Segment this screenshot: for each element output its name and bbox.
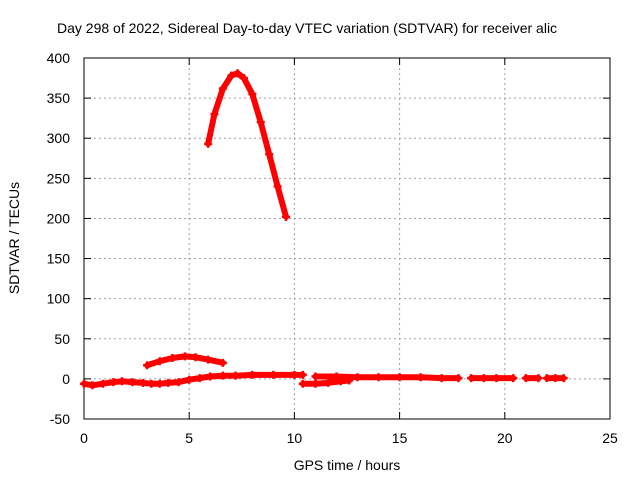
data-point [231, 371, 240, 380]
axis-ticks [83, 57, 611, 420]
data-point [168, 354, 177, 363]
x-axis-label: GPS time / hours [294, 457, 401, 473]
data-point [509, 374, 518, 383]
x-tick-label: 0 [80, 430, 88, 446]
data-point [311, 379, 320, 388]
data-point [239, 74, 248, 83]
data-point [273, 182, 282, 191]
y-tick-label: 0 [62, 371, 70, 387]
data-point [143, 361, 152, 370]
data-point [138, 378, 147, 387]
data-point [298, 379, 307, 388]
data-point [80, 379, 88, 388]
data-point [233, 69, 242, 78]
data-point [109, 378, 118, 387]
y-tick-label: 300 [47, 130, 71, 146]
data-point [492, 374, 501, 383]
y-tick-label: 100 [47, 291, 71, 307]
data-point [117, 377, 126, 386]
data-point [227, 71, 236, 80]
data-point [551, 374, 560, 383]
x-tick-labels: 0 5 10 15 20 25 [80, 430, 618, 446]
data-point [559, 374, 568, 383]
data-point [467, 374, 476, 383]
x-tick-label: 15 [392, 430, 408, 446]
data-point [180, 352, 189, 361]
data-point [454, 374, 463, 383]
y-tick-label: 400 [47, 50, 71, 66]
series-line-1 [205, 70, 289, 220]
x-tick-label: 25 [602, 430, 618, 446]
data-point [204, 355, 213, 364]
data-point [324, 378, 333, 387]
data-point [218, 84, 227, 93]
data-point [311, 372, 320, 381]
data-point [147, 379, 156, 388]
data-point [206, 372, 215, 381]
data-point [248, 90, 257, 99]
grid [84, 58, 610, 419]
x-tick-label: 5 [185, 430, 193, 446]
data-point [521, 374, 530, 383]
series-layer [80, 69, 568, 390]
plot-frame [83, 57, 611, 420]
series-line-3 [81, 371, 306, 389]
data-point [155, 379, 164, 388]
data-point [191, 353, 200, 362]
data-point [210, 110, 219, 119]
data-point [218, 371, 227, 380]
y-axis-label: SDTVAR / TECUs [6, 182, 22, 294]
y-tick-label: -50 [50, 411, 70, 427]
data-point [416, 373, 425, 382]
data-point [174, 378, 183, 387]
data-point [437, 374, 446, 383]
data-point [542, 374, 551, 383]
data-point [218, 358, 227, 367]
data-point [128, 378, 137, 387]
data-point [265, 150, 274, 159]
y-tick-label: 250 [47, 170, 71, 186]
x-tick-label: 10 [287, 430, 303, 446]
y-tick-label: 50 [54, 331, 70, 347]
data-point [248, 370, 257, 379]
data-point [195, 374, 204, 383]
data-point [88, 381, 97, 390]
data-point [534, 374, 543, 383]
chart-title: Day 298 of 2022, Sidereal Day-to-day VTE… [57, 20, 557, 36]
y-tick-label: 150 [47, 251, 71, 267]
y-tick-label: 350 [47, 90, 71, 106]
data-point [256, 118, 265, 127]
data-point [479, 374, 488, 383]
y-tick-label: 200 [47, 210, 71, 226]
data-point [269, 370, 278, 379]
data-point [332, 372, 341, 381]
data-point [395, 373, 404, 382]
data-point [204, 139, 213, 148]
data-point [98, 379, 107, 388]
x-tick-label: 20 [497, 430, 513, 446]
data-point [155, 357, 164, 366]
data-point [185, 375, 194, 384]
data-point [281, 212, 290, 221]
data-point [353, 373, 362, 382]
data-point [164, 378, 173, 387]
data-point [298, 370, 307, 379]
data-point [374, 373, 383, 382]
data-point [290, 370, 299, 379]
y-tick-labels: -50 0 50 100 150 200 250 300 350 400 [47, 50, 71, 427]
